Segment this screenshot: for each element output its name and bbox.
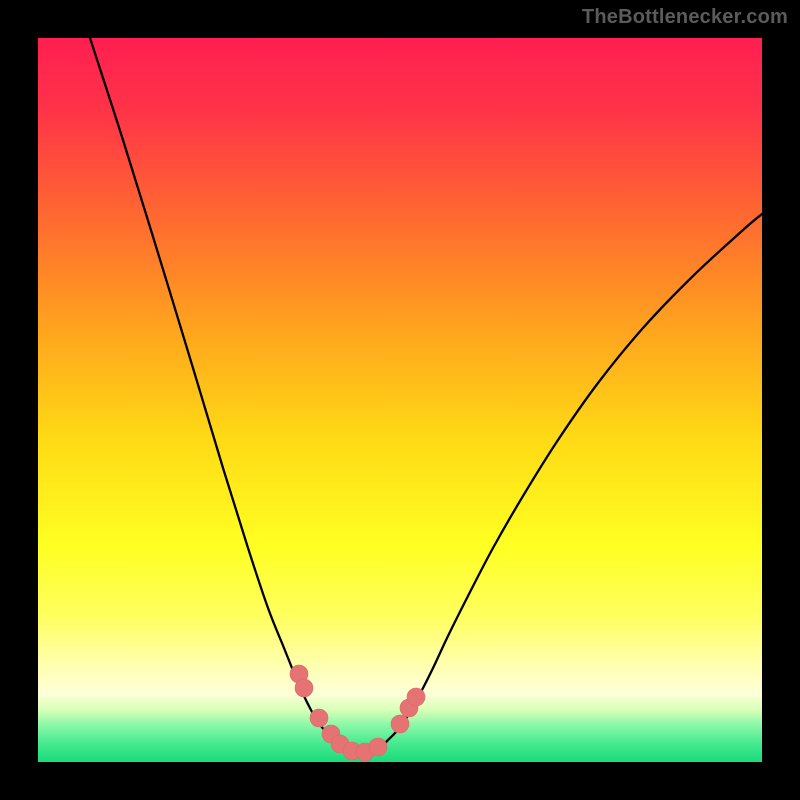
curve-marker	[310, 709, 328, 727]
v-curve	[90, 38, 762, 753]
curve-overlay	[38, 38, 762, 762]
watermark-text: TheBottlenecker.com	[582, 6, 788, 29]
curve-marker	[295, 679, 313, 697]
curve-markers	[290, 665, 425, 761]
plot-area	[38, 38, 762, 762]
chart-frame: TheBottlenecker.com	[0, 0, 800, 800]
curve-marker	[407, 688, 425, 706]
curve-marker	[391, 715, 409, 733]
curve-marker	[369, 738, 387, 756]
